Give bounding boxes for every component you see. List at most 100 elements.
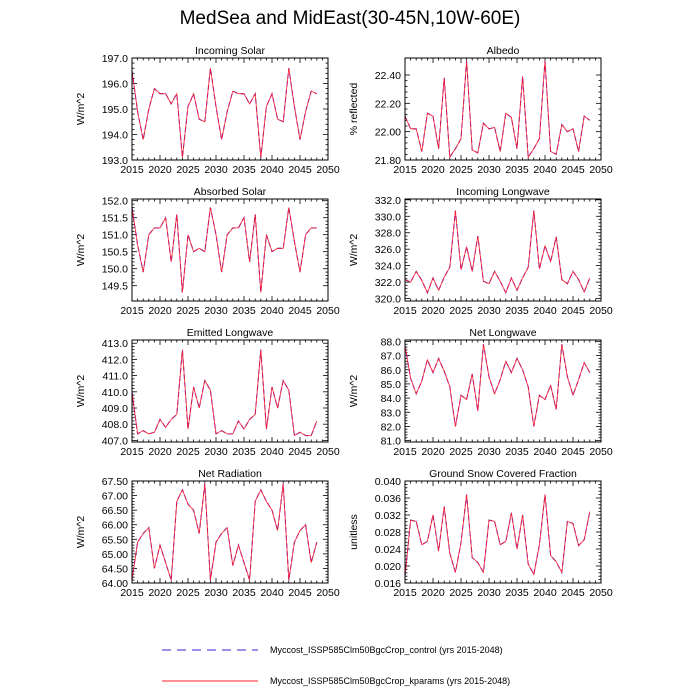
- series-line-control: [404, 60, 591, 159]
- x-tick-label: 2035: [232, 446, 256, 458]
- x-tick-label: 2030: [477, 164, 501, 176]
- y-tick-label: 81.0: [381, 436, 402, 448]
- y-tick-label: 408.0: [102, 419, 128, 431]
- y-axis-label: W/m^2: [348, 375, 360, 408]
- x-tick-label: 2015: [120, 587, 144, 599]
- y-tick-label: 0.016: [375, 578, 401, 590]
- x-tick-label: 2015: [393, 164, 417, 176]
- y-tick-label: 64.00: [102, 578, 128, 590]
- x-tick-label: 2025: [176, 587, 200, 599]
- x-tick-label: 2015: [393, 305, 417, 317]
- x-tick-label: 2020: [421, 446, 445, 458]
- x-tick-label: 2040: [533, 587, 557, 599]
- y-tick-label: 409.0: [102, 403, 128, 415]
- x-tick-label: 2030: [204, 587, 228, 599]
- y-axis-label: W/m^2: [75, 516, 87, 549]
- x-tick-label: 2045: [288, 305, 312, 317]
- y-tick-label: 21.80: [375, 155, 401, 167]
- panel-title: Net Radiation: [198, 468, 262, 480]
- y-tick-label: 413.0: [102, 338, 128, 350]
- series-line-kparams: [131, 207, 317, 293]
- series-line-control: [131, 483, 318, 581]
- y-tick-label: 0.040: [375, 476, 401, 488]
- x-tick-label: 2035: [505, 164, 529, 176]
- plot-frame: [131, 480, 329, 584]
- x-tick-label: 2025: [176, 446, 200, 458]
- y-tick-label: 0.032: [375, 510, 401, 522]
- x-tick-label: 2025: [176, 164, 200, 176]
- x-tick-label: 2045: [288, 446, 312, 458]
- x-tick-label: 2050: [589, 587, 613, 599]
- panel-title: Ground Snow Covered Fraction: [429, 468, 577, 480]
- plot-frame: [404, 198, 602, 302]
- series-line-control: [131, 207, 317, 293]
- x-tick-label: 2040: [260, 305, 284, 317]
- y-tick-label: 83.0: [381, 407, 402, 419]
- x-tick-label: 2030: [204, 446, 228, 458]
- y-tick-label: 412.0: [102, 354, 128, 366]
- x-tick-label: 2030: [204, 305, 228, 317]
- y-tick-label: 193.0: [102, 155, 128, 167]
- x-tick-label: 2050: [316, 305, 340, 317]
- y-tick-label: 330.0: [375, 211, 401, 223]
- y-tick-label: 332.0: [375, 195, 401, 207]
- x-tick-label: 2020: [421, 305, 445, 317]
- panel-4: Emitted Longwave W/m^2 2015 2020 2025 2030 203…: [75, 327, 340, 458]
- x-tick-label: 2040: [260, 446, 284, 458]
- x-tick-label: 2035: [232, 164, 256, 176]
- y-tick-label: 67.50: [102, 476, 128, 488]
- y-tick-label: 66.50: [102, 505, 128, 517]
- x-tick-label: 2015: [120, 446, 144, 458]
- y-tick-label: 85.0: [381, 379, 402, 391]
- y-tick-label: 194.0: [102, 130, 128, 142]
- x-tick-label: 2045: [561, 305, 585, 317]
- panel-title: Incoming Solar: [195, 45, 266, 57]
- plot-frame: [404, 57, 602, 161]
- x-tick-label: 2040: [533, 446, 557, 458]
- x-tick-label: 2025: [449, 164, 473, 176]
- y-tick-label: 22.20: [375, 98, 401, 110]
- x-tick-label: 2025: [449, 446, 473, 458]
- y-axis-label: unitless: [348, 514, 360, 550]
- plot-frame: [404, 480, 602, 584]
- x-tick-label: 2015: [393, 587, 417, 599]
- series-line-kparams: [404, 344, 591, 427]
- y-tick-label: 0.036: [375, 493, 401, 505]
- y-tick-label: 195.0: [102, 104, 128, 116]
- y-tick-label: 0.024: [375, 544, 401, 556]
- panel-title: Net Longwave: [469, 327, 536, 339]
- y-tick-label: 65.00: [102, 549, 128, 561]
- panel-title: Incoming Longwave: [456, 186, 550, 198]
- y-tick-label: 320.0: [375, 294, 401, 306]
- y-tick-label: 67.00: [102, 491, 128, 503]
- series-line-kparams: [131, 349, 318, 437]
- x-tick-label: 2045: [288, 587, 312, 599]
- y-axis-label: W/m^2: [348, 234, 360, 267]
- y-tick-label: 150.0: [102, 264, 128, 276]
- x-tick-label: 2035: [232, 305, 256, 317]
- y-axis-label: % reflected: [348, 83, 360, 136]
- x-tick-label: 2050: [316, 587, 340, 599]
- panel-title: Albedo: [487, 45, 520, 57]
- x-tick-label: 2030: [477, 446, 501, 458]
- y-tick-label: 149.5: [102, 281, 128, 293]
- x-tick-label: 2050: [589, 446, 613, 458]
- x-tick-label: 2035: [505, 446, 529, 458]
- y-tick-label: 66.00: [102, 520, 128, 532]
- y-tick-label: 82.0: [381, 421, 402, 433]
- x-tick-label: 2050: [316, 164, 340, 176]
- x-tick-label: 2030: [477, 587, 501, 599]
- y-tick-label: 22.00: [375, 127, 401, 139]
- x-tick-label: 2040: [260, 587, 284, 599]
- y-tick-label: 410.0: [102, 387, 128, 399]
- series-line-control: [404, 210, 591, 295]
- panel-title: Emitted Longwave: [187, 327, 274, 339]
- x-tick-label: 2020: [421, 587, 445, 599]
- x-tick-label: 2050: [589, 164, 613, 176]
- figure-title: MedSea and MidEast(30-45N,10W-60E): [179, 8, 521, 29]
- y-tick-label: 65.50: [102, 534, 128, 546]
- y-tick-label: 152.0: [102, 196, 128, 208]
- x-tick-label: 2030: [204, 164, 228, 176]
- x-tick-label: 2040: [533, 164, 557, 176]
- plot-frame: [404, 339, 602, 443]
